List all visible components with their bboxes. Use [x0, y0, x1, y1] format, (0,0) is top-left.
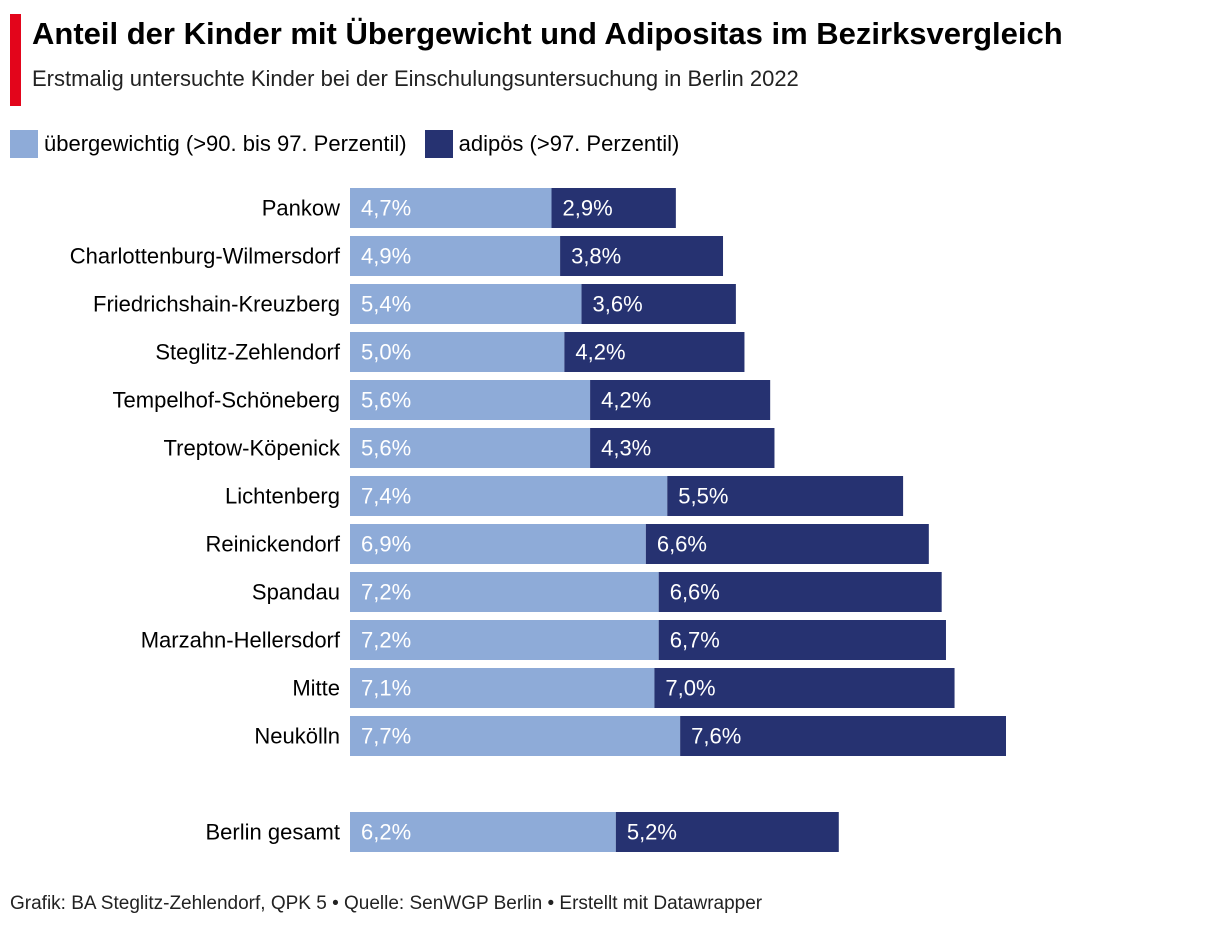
bar-obese-pankow — [551, 188, 676, 228]
value-label-overweight-marzahn-hellersdorf: 7,2% — [361, 628, 411, 653]
bar-overweight-lichtenberg — [350, 476, 668, 516]
bar-overweight-tempelhof-schoeneberg — [350, 380, 591, 420]
bar-obese-friedrichshain-kreuzberg — [581, 284, 736, 324]
category-label-berlin-gesamt: Berlin gesamt — [205, 820, 340, 845]
category-label-friedrichshain-kreuzberg: Friedrichshain-Kreuzberg — [93, 292, 340, 317]
bar-overweight-steglitz-zehlendorf — [350, 332, 565, 372]
category-label-marzahn-hellersdorf: Marzahn-Hellersdorf — [141, 628, 341, 653]
value-label-overweight-mitte: 7,1% — [361, 676, 411, 701]
chart-subtitle: Erstmalig untersuchte Kinder bei der Ein… — [32, 66, 799, 91]
category-label-tempelhof-schoeneberg: Tempelhof-Schöneberg — [113, 388, 340, 413]
bar-obese-reinickendorf — [645, 524, 929, 564]
value-label-overweight-pankow: 4,7% — [361, 196, 411, 221]
bar-overweight-pankow — [350, 188, 552, 228]
category-label-treptow-koepenick: Treptow-Köpenick — [164, 436, 341, 461]
bar-overweight-friedrichshain-kreuzberg — [350, 284, 582, 324]
category-label-pankow: Pankow — [262, 196, 340, 221]
value-label-obese-neukoelln: 7,6% — [691, 724, 741, 749]
value-label-overweight-steglitz-zehlendorf: 5,0% — [361, 340, 411, 365]
bar-obese-marzahn-hellersdorf — [658, 620, 946, 660]
value-label-obese-pankow: 2,9% — [563, 196, 613, 221]
bar-obese-tempelhof-schoeneberg — [590, 380, 771, 420]
bar-obese-berlin-gesamt — [615, 812, 839, 852]
bar-overweight-neukoelln — [350, 716, 681, 756]
footer-credits: Grafik: BA Steglitz-Zehlendorf, QPK 5 • … — [10, 893, 763, 914]
value-label-overweight-spandau: 7,2% — [361, 580, 411, 605]
value-label-overweight-lichtenberg: 7,4% — [361, 484, 411, 509]
category-label-spandau: Spandau — [252, 580, 340, 605]
category-label-mitte: Mitte — [292, 676, 340, 701]
bar-overweight-berlin-gesamt — [350, 812, 616, 852]
chart-title: Anteil der Kinder mit Übergewicht und Ad… — [32, 16, 1063, 51]
value-label-overweight-friedrichshain-kreuzberg: 5,4% — [361, 292, 411, 317]
value-label-overweight-charlottenburg-wilmersdorf: 4,9% — [361, 244, 411, 269]
bar-overweight-mitte — [350, 668, 655, 708]
bar-obese-lichtenberg — [667, 476, 904, 516]
bar-overweight-marzahn-hellersdorf — [350, 620, 659, 660]
value-label-overweight-tempelhof-schoeneberg: 5,6% — [361, 388, 411, 413]
value-label-overweight-neukoelln: 7,7% — [361, 724, 411, 749]
value-label-obese-reinickendorf: 6,6% — [657, 532, 707, 557]
value-label-obese-treptow-koepenick: 4,3% — [601, 436, 651, 461]
category-label-reinickendorf: Reinickendorf — [205, 532, 340, 557]
value-label-obese-steglitz-zehlendorf: 4,2% — [575, 340, 625, 365]
bar-obese-treptow-koepenick — [590, 428, 775, 468]
category-label-neukoelln: Neukölln — [254, 724, 340, 749]
legend-item-overweight: übergewichtig (>90. bis 97. Perzentil) — [10, 130, 407, 158]
category-label-charlottenburg-wilmersdorf: Charlottenburg-Wilmersdorf — [70, 244, 341, 269]
value-label-obese-marzahn-hellersdorf: 6,7% — [670, 628, 720, 653]
legend-label-overweight: übergewichtig (>90. bis 97. Perzentil) — [44, 131, 407, 156]
value-label-obese-mitte: 7,0% — [665, 676, 715, 701]
value-label-overweight-treptow-koepenick: 5,6% — [361, 436, 411, 461]
bar-overweight-charlottenburg-wilmersdorf — [350, 236, 561, 276]
legend-item-obese: adipös (>97. Perzentil) — [424, 130, 680, 158]
bar-obese-steglitz-zehlendorf — [564, 332, 745, 372]
bar-overweight-spandau — [350, 572, 659, 612]
value-label-obese-spandau: 6,6% — [670, 580, 720, 605]
bar-obese-mitte — [654, 668, 955, 708]
value-label-overweight-reinickendorf: 6,9% — [361, 532, 411, 557]
legend-label-obese: adipös (>97. Perzentil) — [458, 131, 680, 156]
legend-swatch-overweight — [10, 130, 38, 158]
bar-obese-charlottenburg-wilmersdorf — [560, 236, 724, 276]
bar-obese-neukoelln — [680, 716, 1006, 756]
legend: übergewichtig (>90. bis 97. Perzentil) a… — [10, 130, 697, 158]
value-label-obese-charlottenburg-wilmersdorf: 3,8% — [571, 244, 621, 269]
value-label-obese-berlin-gesamt: 5,2% — [627, 820, 677, 845]
value-label-obese-tempelhof-schoeneberg: 4,2% — [601, 388, 651, 413]
bar-obese-spandau — [658, 572, 942, 612]
bar-overweight-reinickendorf — [350, 524, 646, 564]
legend-swatch-obese — [424, 130, 453, 158]
title-accent-bar — [10, 14, 21, 106]
category-label-lichtenberg: Lichtenberg — [225, 484, 340, 509]
value-label-overweight-berlin-gesamt: 6,2% — [361, 820, 411, 845]
value-label-obese-lichtenberg: 5,5% — [678, 484, 728, 509]
bar-overweight-treptow-koepenick — [350, 428, 591, 468]
value-label-obese-friedrichshain-kreuzberg: 3,6% — [593, 292, 643, 317]
category-label-steglitz-zehlendorf: Steglitz-Zehlendorf — [155, 340, 341, 365]
